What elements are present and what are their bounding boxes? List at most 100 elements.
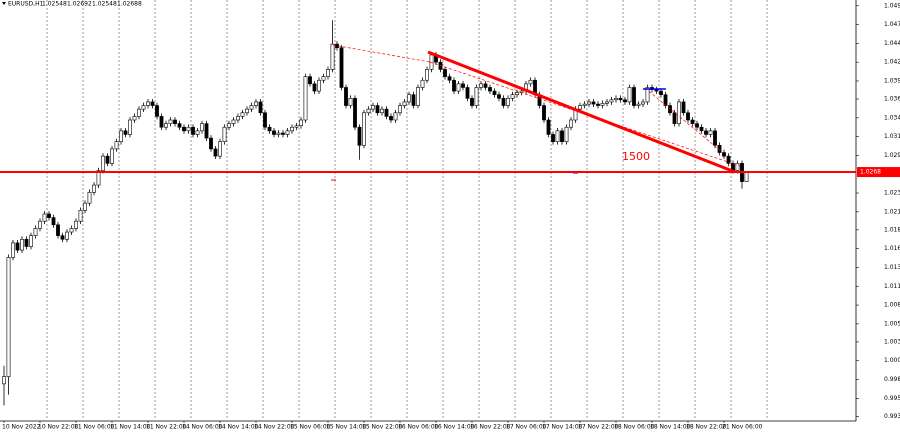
y-tick-label: 1.0084 bbox=[884, 302, 900, 309]
x-tick-label: 11 Nov 14:00 bbox=[110, 424, 151, 431]
candle-body bbox=[321, 76, 326, 81]
candle-body bbox=[627, 87, 632, 103]
y-tick-label: 1.0317 bbox=[884, 133, 900, 140]
candle-body bbox=[222, 126, 227, 142]
candle-body bbox=[240, 112, 245, 117]
candle-body bbox=[47, 213, 51, 218]
candle-body bbox=[105, 155, 110, 164]
x-tick-label: 14 Nov 14:00 bbox=[218, 424, 259, 431]
x-tick-label: 11 Nov 22:00 bbox=[146, 424, 187, 431]
y-tick-label: 1.0239 bbox=[884, 190, 900, 197]
y-tick-label: 1.0420 bbox=[884, 59, 900, 66]
x-tick-label: 18 Nov 06:00 bbox=[614, 424, 655, 431]
x-tick-label: 17 Nov 22:00 bbox=[578, 424, 619, 431]
candle-body bbox=[227, 123, 231, 128]
dashed-trend bbox=[644, 87, 723, 153]
candle-body bbox=[191, 126, 195, 135]
candle-body bbox=[20, 238, 24, 251]
x-tick-label: 15 Nov 06:00 bbox=[290, 424, 331, 431]
candle-body bbox=[236, 116, 240, 121]
x-tick-label: 14 Nov 06:00 bbox=[182, 424, 223, 431]
candle-body bbox=[713, 130, 717, 146]
x-tick-label: 18 Nov 22:00 bbox=[686, 424, 727, 431]
x-tick-label: 15 Nov 22:00 bbox=[362, 424, 403, 431]
y-tick-label: 0.9930 bbox=[884, 413, 900, 420]
candle-body bbox=[632, 87, 636, 106]
candle-body bbox=[636, 103, 641, 106]
candle-body bbox=[609, 99, 614, 103]
candle-body bbox=[461, 83, 465, 88]
candle-body bbox=[177, 123, 182, 128]
candle-body bbox=[29, 235, 33, 247]
candle-body bbox=[294, 125, 299, 128]
candle-body bbox=[398, 105, 402, 114]
candle-body bbox=[447, 76, 452, 81]
candle-body bbox=[344, 87, 348, 106]
candle-body bbox=[83, 202, 87, 211]
candle-body bbox=[182, 126, 186, 132]
candle-body bbox=[353, 98, 357, 128]
candle-body bbox=[474, 87, 479, 106]
y-tick-label: 1.0188 bbox=[884, 226, 900, 233]
candle-body bbox=[254, 101, 258, 106]
candle-body bbox=[375, 105, 380, 114]
candle-body bbox=[659, 90, 663, 95]
y-tick-label: 0.9955 bbox=[884, 395, 900, 402]
candle-body bbox=[38, 220, 42, 229]
candle-body bbox=[339, 47, 344, 88]
x-tick-label: 10 Nov 22:00 bbox=[38, 424, 79, 431]
candle-body bbox=[555, 130, 560, 142]
candle-body bbox=[411, 94, 416, 106]
candle-body bbox=[159, 116, 164, 128]
candle-body bbox=[510, 94, 515, 99]
candle-body bbox=[96, 170, 101, 186]
candle-body bbox=[299, 119, 303, 127]
candle-body bbox=[11, 242, 15, 258]
candle-body bbox=[735, 163, 740, 171]
candle-body bbox=[596, 103, 600, 106]
header-price: 1.02548 bbox=[42, 1, 67, 8]
candle-body bbox=[407, 94, 411, 103]
candle-body bbox=[704, 130, 708, 135]
candle-body bbox=[290, 126, 294, 132]
candle-body bbox=[587, 101, 591, 105]
candle-body bbox=[200, 123, 204, 132]
candle-body bbox=[483, 83, 488, 88]
candle-body bbox=[132, 116, 137, 121]
candle-body bbox=[78, 210, 83, 222]
candle-body bbox=[326, 69, 330, 77]
candle-body bbox=[281, 132, 285, 135]
candle-body bbox=[74, 220, 78, 229]
y-tick-label: 1.0472 bbox=[884, 21, 900, 28]
candle-body bbox=[317, 79, 321, 92]
candle-body bbox=[569, 119, 573, 128]
candle-body bbox=[141, 105, 146, 110]
candle-body bbox=[681, 101, 686, 114]
candle-body bbox=[623, 99, 627, 103]
candle-body bbox=[231, 119, 236, 124]
candle-body bbox=[24, 238, 29, 247]
candle-body bbox=[42, 213, 47, 222]
candle-body bbox=[560, 130, 564, 142]
y-tick-label: 1.0498 bbox=[884, 2, 900, 9]
candle-body bbox=[501, 98, 506, 106]
candle-body bbox=[551, 134, 555, 142]
y-tick-label: 1.0213 bbox=[884, 208, 900, 215]
grid bbox=[46, 0, 768, 420]
candle-body bbox=[686, 112, 690, 121]
x-tick-label: 16 Nov 22:00 bbox=[470, 424, 511, 431]
candle-body bbox=[312, 83, 317, 92]
y-tick-label: 1.0162 bbox=[884, 245, 900, 252]
candle-body bbox=[582, 103, 587, 106]
candle-body bbox=[155, 105, 159, 117]
x-tick-label: 10 Nov 2022 bbox=[2, 424, 41, 431]
y-tick-label: 1.0136 bbox=[884, 264, 900, 271]
candle-body bbox=[614, 98, 618, 101]
candle-body bbox=[60, 235, 65, 240]
candle-body bbox=[128, 119, 132, 135]
dashed-trend bbox=[429, 61, 741, 167]
candle-body bbox=[51, 217, 56, 226]
